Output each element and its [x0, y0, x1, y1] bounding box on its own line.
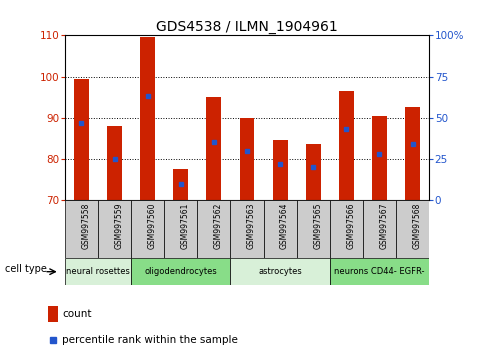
- Title: GDS4538 / ILMN_1904961: GDS4538 / ILMN_1904961: [156, 21, 338, 34]
- Bar: [207, 97, 222, 200]
- Bar: [363, 200, 396, 258]
- Bar: [372, 116, 387, 200]
- Bar: [107, 126, 122, 200]
- Text: GSM997562: GSM997562: [214, 203, 223, 249]
- Text: GSM997567: GSM997567: [379, 203, 388, 250]
- Text: cell type: cell type: [5, 264, 47, 274]
- Bar: [339, 91, 354, 200]
- Bar: [48, 306, 58, 322]
- Text: GSM997563: GSM997563: [247, 203, 256, 250]
- Text: neural rosettes: neural rosettes: [66, 267, 130, 276]
- Text: GSM997559: GSM997559: [115, 203, 124, 250]
- Bar: [231, 200, 263, 258]
- Bar: [297, 200, 330, 258]
- Text: GSM997568: GSM997568: [413, 203, 422, 249]
- Bar: [396, 200, 429, 258]
- Bar: [263, 200, 297, 258]
- Bar: [272, 140, 287, 200]
- Bar: [74, 79, 89, 200]
- Bar: [164, 200, 197, 258]
- Bar: [131, 200, 164, 258]
- Text: GSM997558: GSM997558: [81, 203, 90, 249]
- Text: GSM997566: GSM997566: [346, 203, 355, 250]
- Bar: [98, 200, 131, 258]
- Bar: [405, 107, 420, 200]
- Bar: [65, 258, 131, 285]
- Text: neurons CD44- EGFR-: neurons CD44- EGFR-: [334, 267, 425, 276]
- Text: count: count: [62, 309, 91, 319]
- Bar: [330, 200, 363, 258]
- Text: astrocytes: astrocytes: [258, 267, 302, 276]
- Text: GSM997565: GSM997565: [313, 203, 322, 250]
- Text: GSM997564: GSM997564: [280, 203, 289, 250]
- Bar: [197, 200, 231, 258]
- Bar: [131, 258, 231, 285]
- Text: oligodendrocytes: oligodendrocytes: [144, 267, 217, 276]
- Bar: [306, 144, 321, 200]
- Bar: [231, 258, 330, 285]
- Text: GSM997561: GSM997561: [181, 203, 190, 249]
- Text: percentile rank within the sample: percentile rank within the sample: [62, 335, 238, 344]
- Bar: [65, 200, 98, 258]
- Bar: [173, 169, 188, 200]
- Text: GSM997560: GSM997560: [148, 203, 157, 250]
- Bar: [240, 118, 254, 200]
- Bar: [330, 258, 429, 285]
- Bar: [140, 38, 155, 200]
